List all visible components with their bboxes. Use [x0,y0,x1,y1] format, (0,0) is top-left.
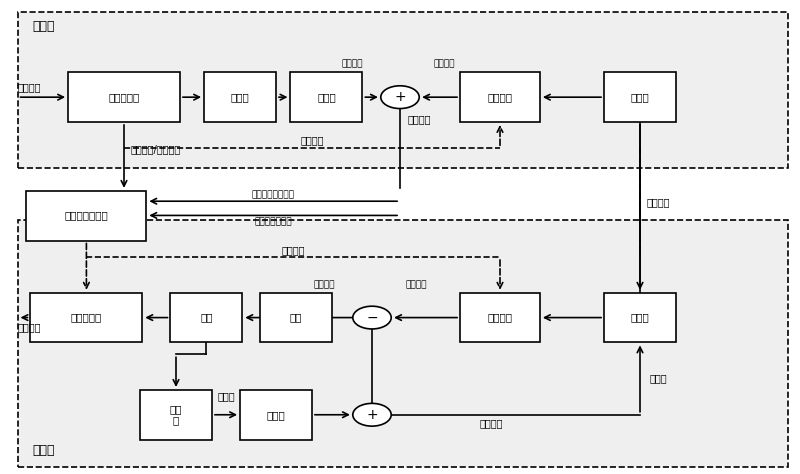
Text: 编码端: 编码端 [32,444,54,457]
Text: 运动信息: 运动信息 [282,245,305,255]
FancyBboxPatch shape [604,292,676,342]
FancyBboxPatch shape [18,220,788,467]
Text: 运动信息: 运动信息 [300,136,324,146]
Text: 解码环: 解码环 [217,391,235,401]
Text: 预测图像: 预测图像 [406,280,426,289]
Text: 运动补偿: 运动补偿 [487,312,513,323]
FancyBboxPatch shape [290,72,362,122]
FancyBboxPatch shape [604,72,676,122]
Text: 解码端: 解码端 [32,20,54,33]
FancyBboxPatch shape [68,72,180,122]
Text: 反变换: 反变换 [317,92,336,102]
Text: 残差图像: 残差图像 [314,280,334,289]
FancyBboxPatch shape [460,72,540,122]
FancyBboxPatch shape [460,292,540,342]
Text: 变换: 变换 [290,312,302,323]
Text: 反馈环: 反馈环 [650,374,667,383]
FancyBboxPatch shape [26,191,146,241]
Text: 参考帧图像信息: 参考帧图像信息 [254,217,292,226]
Text: 反变换: 反变换 [266,410,286,420]
Text: 预测图像: 预测图像 [434,60,454,68]
Text: 变长解码器: 变长解码器 [108,92,140,102]
Text: +: + [366,408,378,422]
Text: 宏块模式/运动信息: 宏块模式/运动信息 [130,144,181,155]
Text: 参考帧: 参考帧 [630,312,650,323]
Circle shape [381,86,419,109]
Circle shape [353,403,391,426]
Text: 反量
化: 反量 化 [170,404,182,426]
FancyBboxPatch shape [140,390,212,440]
Text: 变长编码器: 变长编码器 [70,312,102,323]
Text: 量化: 量化 [200,312,213,323]
Text: 重构图像: 重构图像 [480,418,503,428]
Text: 运动信息: 运动信息 [646,198,670,208]
Text: 参考帧: 参考帧 [630,92,650,102]
Text: 反量化: 反量化 [230,92,250,102]
FancyBboxPatch shape [204,72,276,122]
FancyBboxPatch shape [30,292,142,342]
Circle shape [353,306,391,329]
FancyBboxPatch shape [260,292,332,342]
Text: 解码宏块残差信息: 解码宏块残差信息 [252,191,294,200]
Text: 残差图像: 残差图像 [342,60,362,68]
FancyBboxPatch shape [170,292,242,342]
FancyBboxPatch shape [18,12,788,168]
Text: +: + [394,90,406,104]
Text: 快速模式判决器: 快速模式判决器 [65,210,108,221]
FancyBboxPatch shape [240,390,312,440]
Text: 解码图像: 解码图像 [408,114,431,125]
Text: −: − [366,310,378,325]
Text: 输入码流: 输入码流 [18,82,41,92]
Text: 输出码流: 输出码流 [18,322,41,332]
Text: 运动补偿: 运动补偿 [487,92,513,102]
